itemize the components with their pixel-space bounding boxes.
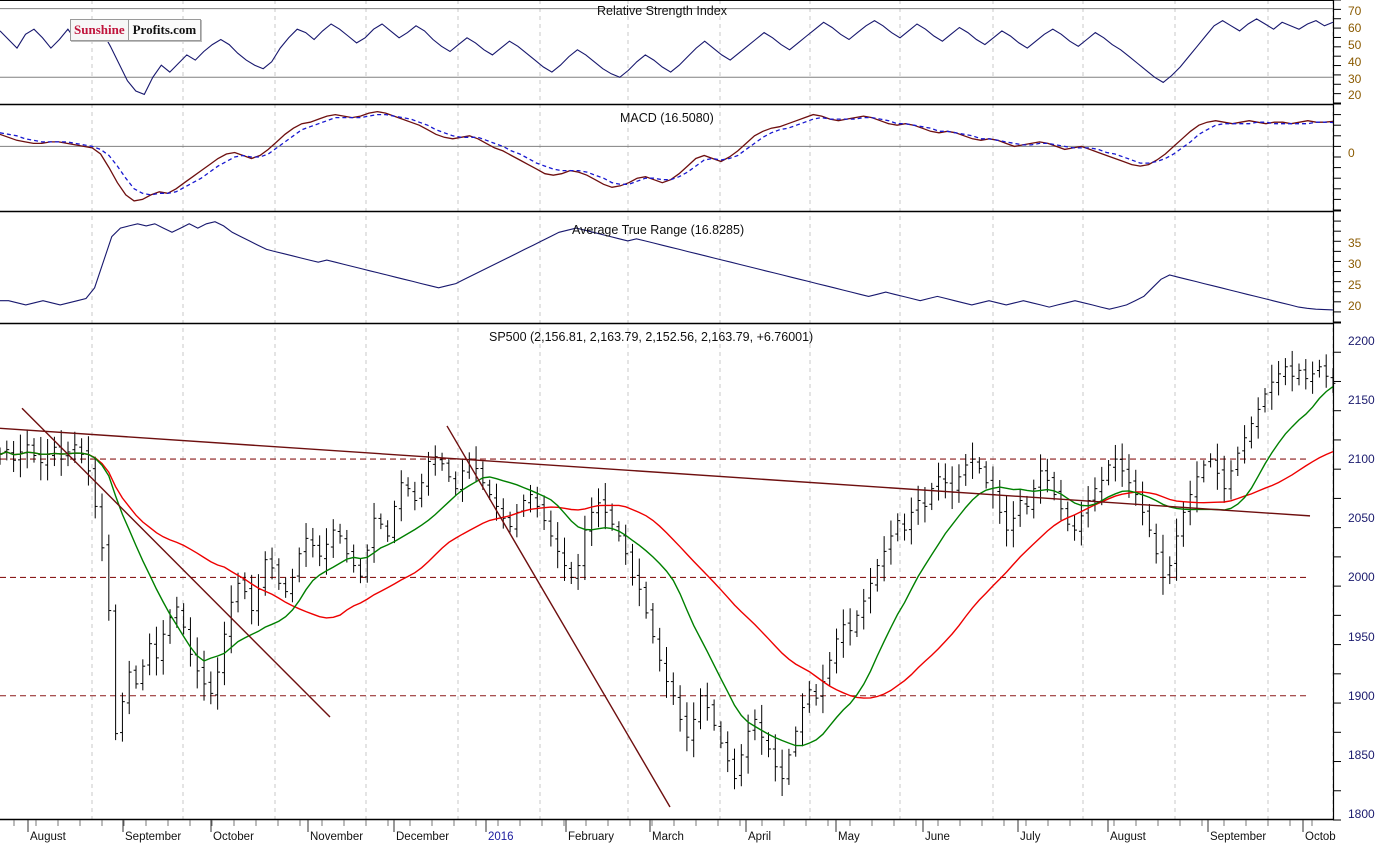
atr-axis-tick-30: 30 [1348, 257, 1362, 271]
x-axis-label-march: March [652, 831, 684, 843]
atr-panel-title: Average True Range (16.8285) [572, 223, 745, 237]
rsi-axis-tick-60: 60 [1348, 21, 1362, 35]
price-axis-tick-2100: 2100 [1348, 452, 1375, 467]
x-axis-label-may: May [838, 831, 860, 843]
sunshine-profits-logo: Sunshine Profits.com [70, 19, 202, 41]
price-axis-tick-2000: 2000 [1348, 570, 1375, 585]
logo-secondary-text: Profits.com [128, 20, 201, 40]
rsi-axis-tick-70: 70 [1348, 4, 1362, 18]
vertical-gridlines [91, 0, 1334, 820]
price-axis-tick-1800: 1800 [1348, 807, 1375, 822]
rsi-axis-tick-40: 40 [1348, 55, 1362, 69]
x-axis-label-september: September [125, 831, 182, 843]
atr-axis-tick-35: 35 [1348, 236, 1362, 250]
x-axis-label-july: July [1020, 831, 1041, 843]
rsi-axis-tick-50: 50 [1348, 38, 1362, 52]
rsi-axis-tick-30: 30 [1348, 72, 1362, 86]
atr-panel-plot [0, 221, 1334, 311]
x-axis-label-octob: Octob [1305, 831, 1336, 843]
axis-ticks [13, 0, 1341, 832]
rsi-panel-plot [0, 8, 1334, 96]
x-axis-label-february: February [568, 831, 615, 843]
price-axis-tick-2050: 2050 [1348, 511, 1375, 526]
x-axis-label-december: December [396, 831, 450, 843]
price-axis-tick-2150: 2150 [1348, 392, 1375, 407]
rsi-panel-title: Relative Strength Index [597, 4, 727, 18]
price-axis-tick-1850: 1850 [1348, 747, 1375, 762]
x-axis-label-august: August [30, 831, 66, 843]
atr-axis-tick-25: 25 [1348, 278, 1362, 292]
price-axis-tick-1950: 1950 [1348, 629, 1375, 644]
macd-axis-tick-0: 0 [1348, 146, 1355, 160]
logo-primary-text: Sunshine [71, 20, 129, 40]
x-axis-label-october: October [213, 831, 254, 843]
macd-panel-title: MACD (16.5080) [620, 111, 714, 125]
panel-frames [0, 0, 1335, 821]
price-axis-tick-2200: 2200 [1348, 333, 1375, 348]
x-axis-label-april: April [748, 831, 772, 843]
atr-axis-tick-20: 20 [1348, 299, 1362, 313]
x-axis-label-august: August [1110, 831, 1146, 843]
price-axis-tick-1900: 1900 [1348, 688, 1375, 703]
x-axis-label-june: June [925, 831, 950, 843]
x-axis-label-november: November [310, 831, 364, 843]
x-axis-label-september: September [1210, 831, 1267, 843]
price-panel-plot [0, 350, 1336, 808]
rsi-axis-tick-20: 20 [1348, 88, 1362, 102]
price-panel-title: SP500 (2,156.81, 2,163.79, 2,152.56, 2,1… [489, 330, 814, 344]
macd-panel-plot [0, 110, 1334, 202]
x-axis-label-2016: 2016 [488, 831, 514, 843]
